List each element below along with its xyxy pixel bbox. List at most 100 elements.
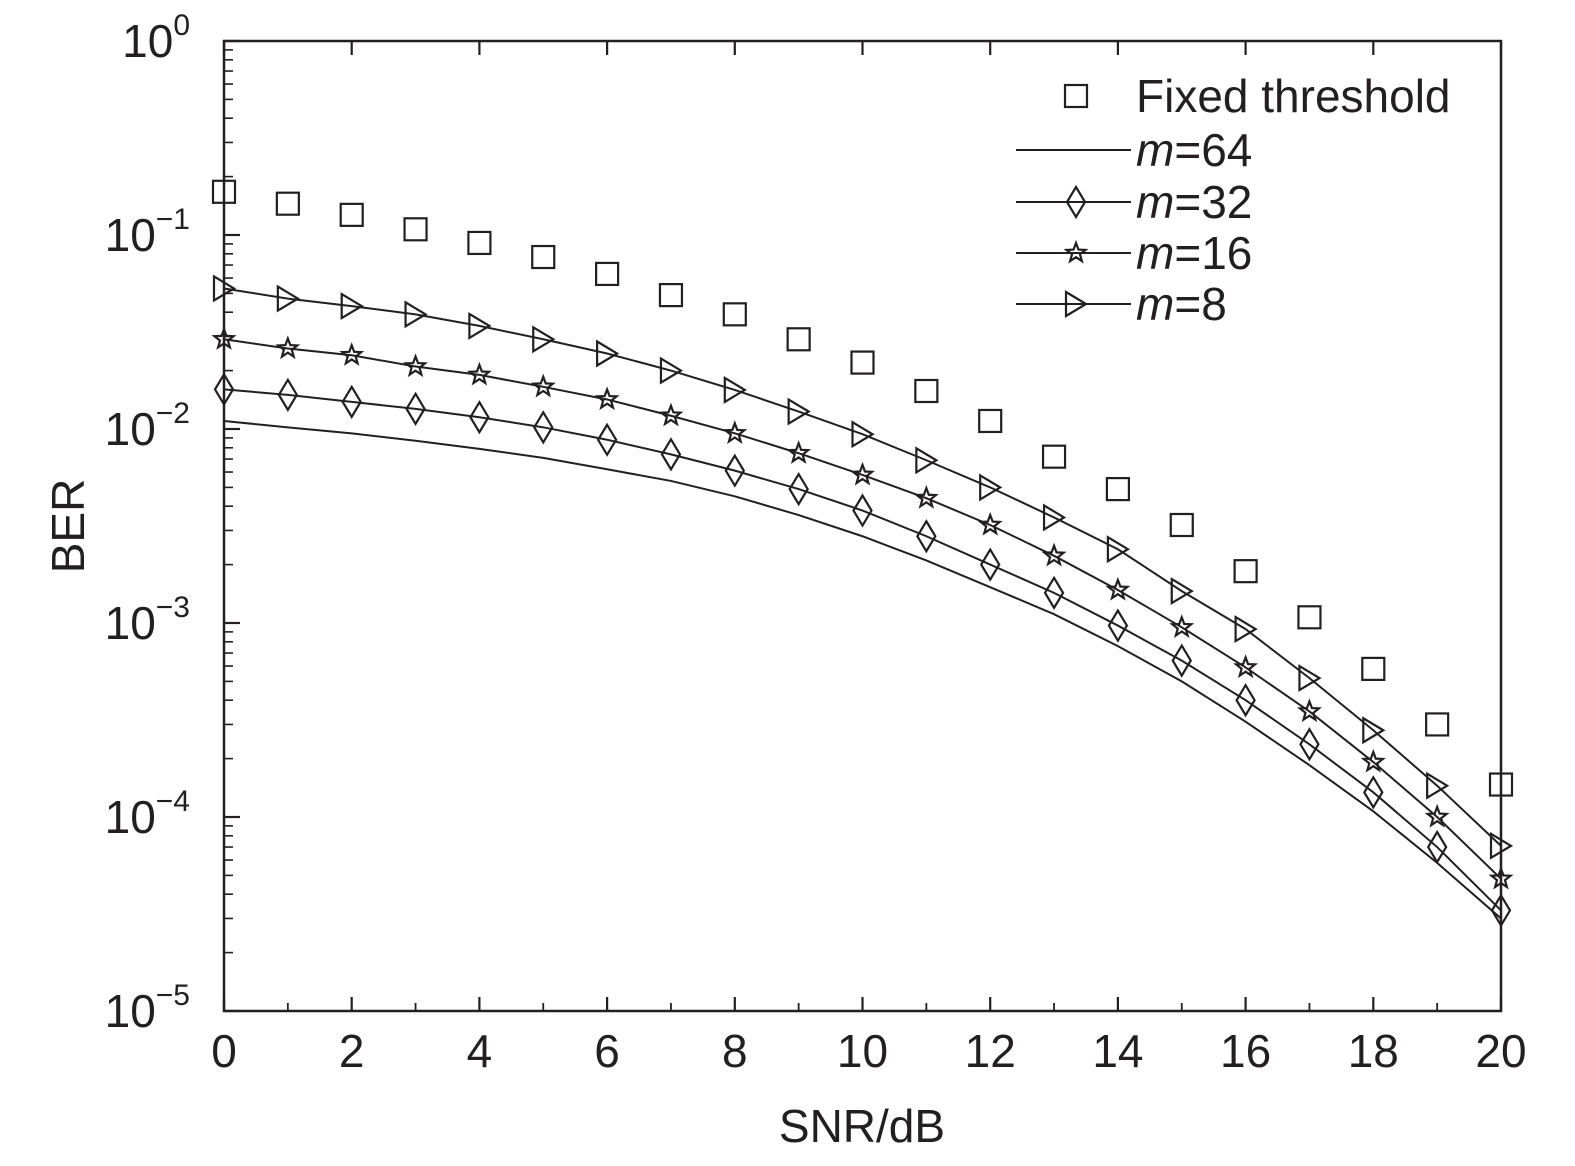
- x-tick-label: 18: [1348, 1025, 1399, 1077]
- data-point-m-8-19: [1426, 771, 1450, 800]
- data-point-m-16-5: [530, 373, 556, 398]
- data-point-m-8-8: [723, 375, 747, 404]
- data-point-fixed-threshold-4: [467, 230, 492, 256]
- data-point-m-8-14: [1106, 535, 1131, 564]
- y-tick-label: 100: [122, 9, 190, 67]
- x-tick-label: 4: [467, 1025, 493, 1077]
- data-point-fixed-threshold-5: [531, 244, 556, 270]
- x-tick-label: 16: [1220, 1025, 1271, 1077]
- legend-label: m=16: [1136, 227, 1252, 279]
- data-point-m-16-3: [403, 353, 429, 378]
- lines-layer: [223, 287, 1502, 920]
- y-tick-label: 10−3: [105, 591, 190, 649]
- y-axis-title: BER: [42, 479, 94, 574]
- legend-marker-star: [1063, 239, 1089, 264]
- data-point-m-8-5: [532, 325, 556, 354]
- data-point-fixed-threshold-10: [850, 350, 875, 375]
- y-tick-label: 10−4: [105, 785, 190, 843]
- series-line-m-32: [223, 388, 1502, 912]
- data-point-m-16-18: [1360, 748, 1386, 773]
- data-point-m-32-12: [979, 547, 1001, 582]
- data-point-m-8-3: [404, 300, 428, 329]
- data-point-fixed-threshold-16: [1233, 559, 1258, 584]
- data-point-m-8-10: [851, 420, 875, 449]
- data-point-fixed-threshold-18: [1361, 656, 1386, 681]
- data-point-m-32-1: [277, 377, 299, 412]
- legend-label: Fixed threshold: [1136, 70, 1451, 122]
- data-point-m-8-4: [468, 311, 492, 340]
- legend-item-m-32: m=32: [1016, 176, 1252, 228]
- data-point-m-32-10: [852, 493, 873, 528]
- data-point-m-8-18: [1362, 716, 1386, 745]
- data-point-fixed-threshold-12: [978, 408, 1003, 434]
- legend-label: m=8: [1136, 278, 1227, 330]
- ticks-layer: 0 2 4 6 8 10 12 14 16 18 20 100 10−1 10−2 10−3 10−4 10−5: [105, 9, 1527, 1077]
- series-line-m-16: [223, 338, 1502, 880]
- legend-marker-diamond: [1065, 184, 1087, 220]
- data-point-m-8-17: [1298, 664, 1322, 693]
- data-point-m-32-9: [788, 471, 809, 507]
- data-point-m-16-8: [722, 420, 748, 444]
- data-point-m-8-9: [787, 397, 811, 426]
- data-point-fixed-threshold-1: [275, 191, 300, 216]
- data-point-m-32-14: [1107, 608, 1129, 643]
- data-point-fixed-threshold-14: [1105, 477, 1131, 502]
- data-point-m-32-16: [1235, 683, 1256, 718]
- data-point-m-8-12: [979, 473, 1003, 502]
- x-tick-label: 20: [1475, 1025, 1526, 1077]
- data-point-fixed-threshold-8: [722, 302, 747, 327]
- legend-item-m-16: m=16: [1016, 227, 1252, 279]
- data-point-m-32-15: [1171, 643, 1193, 678]
- data-point-fixed-threshold-2: [339, 202, 364, 227]
- data-point-fixed-threshold-19: [1425, 712, 1450, 737]
- data-point-m-8-15: [1170, 577, 1194, 606]
- data-point-m-16-17: [1296, 698, 1322, 723]
- legend-item-m-64: m=64: [1016, 124, 1252, 176]
- data-point-m-32-3: [405, 391, 426, 427]
- x-tick-label: 2: [339, 1025, 365, 1077]
- data-point-fixed-threshold-17: [1297, 605, 1322, 630]
- x-axis-title: SNR/dB: [779, 1100, 945, 1152]
- data-point-m-32-4: [469, 400, 490, 435]
- data-point-m-8-13: [1042, 503, 1067, 532]
- data-point-m-32-7: [660, 437, 682, 472]
- x-tick-label: 14: [1092, 1025, 1143, 1077]
- legend-item-fixed-threshold: Fixed threshold: [1063, 70, 1451, 122]
- data-point-fixed-threshold-7: [658, 283, 684, 308]
- data-point-m-32-6: [596, 422, 618, 457]
- legend-marker-triangle-right: [1064, 290, 1089, 318]
- data-point-m-8-7: [659, 356, 684, 385]
- legend-label: m=64: [1136, 124, 1252, 176]
- data-point-fixed-threshold-3: [403, 217, 428, 242]
- data-point-m-8-6: [595, 339, 620, 368]
- data-point-m-32-11: [916, 519, 937, 554]
- data-point-m-16-4: [466, 361, 492, 386]
- data-point-m-32-2: [341, 384, 362, 420]
- data-point-m-8-2: [340, 292, 364, 321]
- data-point-m-32-13: [1043, 575, 1065, 611]
- markers-layer: [211, 179, 1514, 928]
- x-tick-label: 8: [722, 1025, 748, 1077]
- legend-label: m=32: [1136, 176, 1252, 228]
- data-point-m-8-1: [276, 284, 300, 313]
- x-tick-label: 6: [594, 1025, 620, 1077]
- data-point-m-16-19: [1424, 803, 1450, 828]
- data-point-fixed-threshold-11: [914, 378, 939, 404]
- series-line-m-8: [223, 287, 1502, 847]
- data-point-m-16-2: [339, 342, 365, 366]
- data-point-fixed-threshold-13: [1041, 444, 1067, 469]
- data-point-m-8-11: [915, 446, 939, 475]
- x-tick-label: 0: [211, 1025, 237, 1077]
- y-tick-label: 10−1: [105, 203, 190, 261]
- data-point-fixed-threshold-15: [1169, 512, 1194, 538]
- series-line-m-64: [223, 419, 1502, 920]
- data-point-m-16-16: [1233, 654, 1259, 679]
- x-tick-label: 12: [965, 1025, 1016, 1077]
- data-point-fixed-threshold-9: [786, 327, 811, 352]
- data-point-m-16-1: [275, 335, 301, 360]
- data-point-m-32-5: [532, 410, 554, 445]
- data-point-m-16-6: [594, 386, 620, 411]
